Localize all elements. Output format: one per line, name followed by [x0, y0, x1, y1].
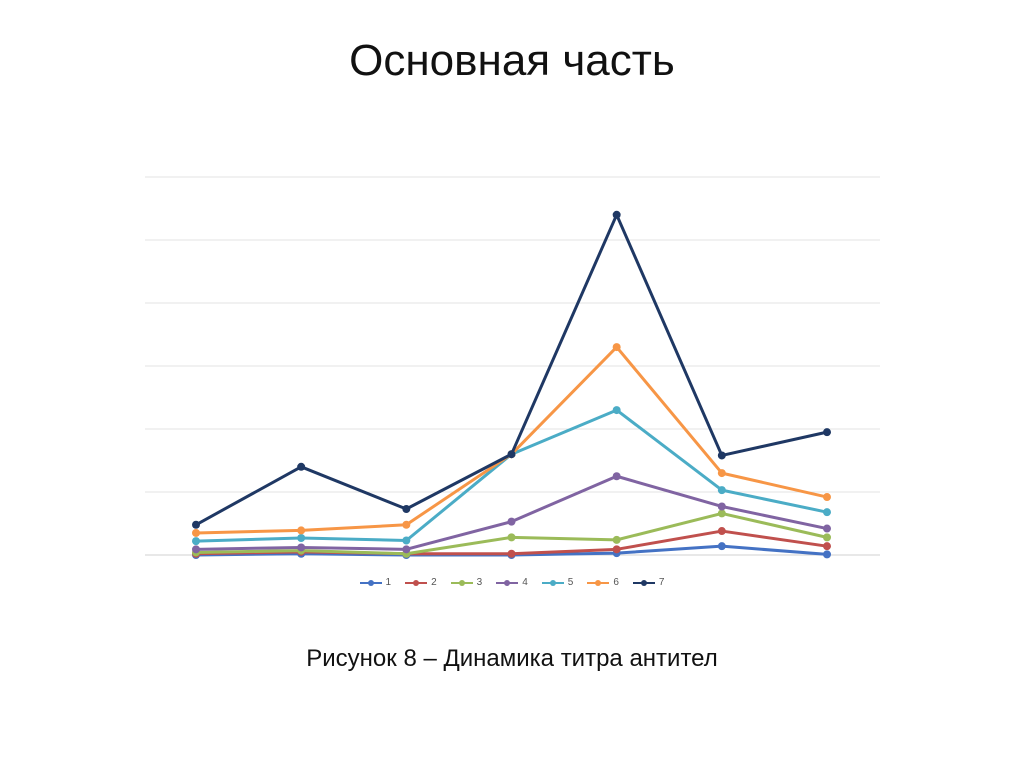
legend-item-4: 4 — [496, 577, 528, 588]
data-point-s7-5 — [612, 210, 621, 219]
legend-item-6: 6 — [587, 577, 619, 588]
data-point-s6-2 — [297, 526, 306, 535]
data-point-s4-6 — [717, 502, 726, 511]
series-line-6 — [195, 345, 828, 535]
data-point-s4-1 — [192, 545, 200, 554]
legend-label: 7 — [658, 577, 665, 588]
data-point-s7-3 — [402, 505, 411, 514]
data-point-s7-1 — [192, 520, 200, 529]
data-point-s4-7 — [823, 524, 831, 533]
data-point-s2-4 — [507, 549, 516, 558]
data-point-s6-6 — [717, 469, 726, 478]
legend-label: 3 — [476, 577, 483, 588]
data-point-s5-2 — [297, 533, 306, 542]
data-point-s2-7 — [823, 542, 831, 551]
legend-swatch-icon — [632, 578, 655, 588]
legend-swatch-icon — [359, 578, 382, 588]
data-point-s7-6 — [717, 451, 726, 460]
legend-swatch-icon — [450, 578, 473, 588]
data-point-s7-4 — [507, 450, 516, 459]
legend-swatch-icon — [587, 578, 610, 588]
data-point-s5-5 — [612, 406, 621, 415]
legend-swatch-icon — [541, 578, 564, 588]
data-point-s3-6 — [717, 509, 726, 518]
data-point-s5-1 — [192, 537, 200, 546]
data-point-s5-3 — [402, 536, 411, 545]
data-point-s3-4 — [507, 533, 516, 542]
data-point-s5-7 — [823, 508, 831, 517]
legend-label: 1 — [385, 577, 392, 588]
data-point-s3-5 — [612, 535, 621, 544]
data-point-s7-7 — [823, 428, 831, 437]
legend-swatch-icon — [405, 578, 428, 588]
figure-caption: Рисунок 8 – Динамика титра антител — [306, 645, 718, 672]
legend-item-2: 2 — [405, 577, 437, 588]
data-point-s6-5 — [612, 343, 621, 352]
data-point-s1-7 — [823, 550, 831, 559]
data-point-s2-5 — [612, 545, 621, 554]
data-point-s6-3 — [402, 520, 411, 529]
data-point-s6-7 — [823, 493, 831, 502]
legend-item-7: 7 — [632, 577, 665, 588]
data-point-s2-6 — [717, 527, 726, 536]
slide-title: Основная часть — [349, 36, 675, 85]
legend-label: 4 — [522, 577, 528, 588]
legend-label: 6 — [613, 577, 619, 588]
legend-label: 2 — [431, 577, 437, 588]
legend-swatch-icon — [496, 578, 519, 588]
data-point-s4-3 — [402, 545, 411, 554]
legend-item-1: 1 — [359, 577, 392, 588]
data-point-s6-1 — [192, 528, 200, 537]
data-point-s5-6 — [717, 486, 726, 495]
data-point-s1-6 — [717, 542, 726, 551]
legend-item-3: 3 — [450, 577, 483, 588]
data-point-s4-4 — [507, 517, 516, 526]
data-point-s4-2 — [297, 543, 306, 552]
chart-legend: 1 2 3 4 5 6 7 — [0, 577, 1024, 588]
data-point-s7-2 — [297, 462, 306, 471]
series-line-7 — [195, 213, 828, 527]
data-point-s3-7 — [823, 533, 831, 542]
data-point-s4-5 — [612, 472, 621, 481]
legend-label: 5 — [567, 577, 574, 588]
legend-item-5: 5 — [541, 577, 574, 588]
